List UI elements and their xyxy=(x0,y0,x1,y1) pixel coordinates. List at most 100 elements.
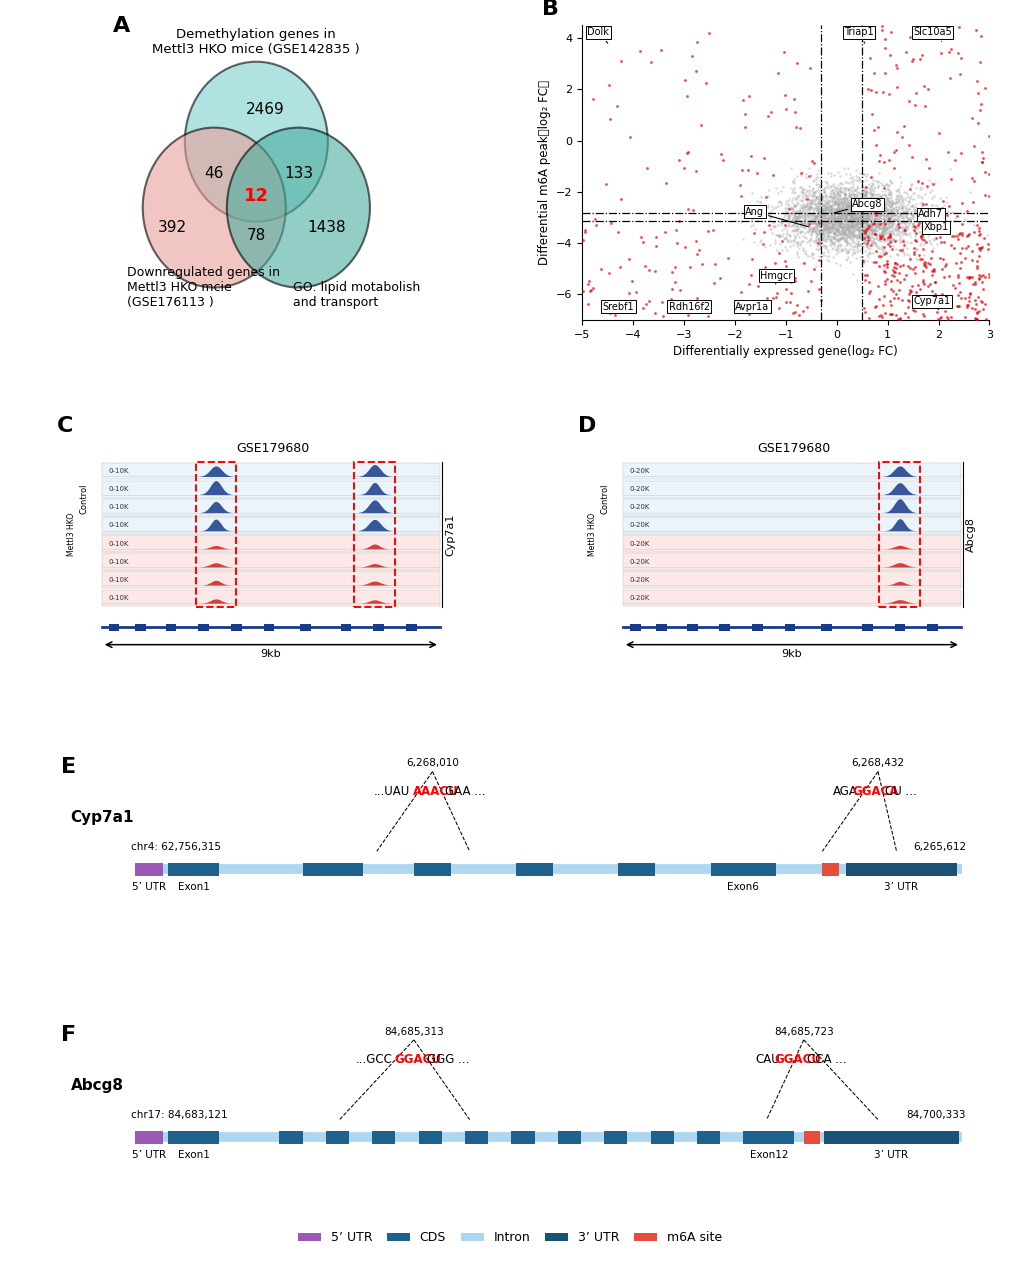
Point xyxy=(857,188,873,208)
Point xyxy=(808,204,824,225)
Point xyxy=(875,221,892,241)
Point xyxy=(835,201,851,221)
Point xyxy=(859,231,875,251)
Point xyxy=(777,223,794,244)
Point xyxy=(887,189,903,209)
Point xyxy=(832,193,848,213)
Point xyxy=(858,225,874,245)
Point xyxy=(770,226,787,246)
Point xyxy=(841,207,857,227)
Point xyxy=(826,207,843,227)
Point xyxy=(846,209,862,230)
Point xyxy=(868,197,884,217)
Point xyxy=(699,293,715,313)
Point xyxy=(815,194,832,215)
Point xyxy=(898,184,914,204)
Point xyxy=(845,209,861,230)
Point xyxy=(874,153,891,173)
Point xyxy=(872,186,889,206)
Point xyxy=(858,218,874,239)
Point xyxy=(883,196,900,216)
Point xyxy=(666,273,683,293)
Point xyxy=(812,251,828,271)
Point xyxy=(897,198,913,218)
Point xyxy=(818,197,835,217)
Point xyxy=(801,235,817,255)
Point xyxy=(816,198,833,218)
Point xyxy=(783,193,799,213)
Point xyxy=(819,194,836,215)
Point xyxy=(882,230,899,250)
Text: 12: 12 xyxy=(244,187,269,206)
Point xyxy=(851,215,867,235)
Point xyxy=(851,187,867,207)
Point xyxy=(803,193,819,213)
Point xyxy=(830,216,847,236)
Point xyxy=(856,186,872,206)
Point xyxy=(812,193,828,213)
Point xyxy=(842,213,858,233)
Point xyxy=(873,221,890,241)
Point xyxy=(770,244,787,264)
Point xyxy=(866,202,882,222)
Point xyxy=(853,247,869,268)
Point xyxy=(877,191,894,211)
Point xyxy=(888,257,904,278)
Point xyxy=(815,209,832,230)
Point xyxy=(915,217,931,237)
Point xyxy=(899,297,915,317)
Point xyxy=(871,201,888,221)
Point xyxy=(845,203,861,223)
Point xyxy=(804,244,820,264)
Point xyxy=(896,212,912,232)
Point xyxy=(870,193,887,213)
Point xyxy=(807,216,823,236)
Point xyxy=(870,192,887,212)
Point xyxy=(883,221,900,241)
Point xyxy=(783,198,799,218)
Point xyxy=(788,207,804,227)
Point xyxy=(830,208,847,228)
Point xyxy=(834,203,850,223)
Point xyxy=(767,286,784,307)
Point xyxy=(827,208,844,228)
Point xyxy=(832,199,848,220)
Point xyxy=(873,182,890,202)
Point xyxy=(834,197,850,217)
Point xyxy=(814,206,830,226)
Point xyxy=(880,215,897,235)
Point xyxy=(911,209,927,230)
Point xyxy=(785,211,801,231)
Bar xyxy=(102,589,439,606)
Point xyxy=(903,175,919,196)
Point xyxy=(799,180,815,201)
Point xyxy=(791,204,807,225)
Point xyxy=(856,213,872,233)
Point xyxy=(642,52,658,72)
Point xyxy=(911,212,927,232)
Point xyxy=(822,217,839,237)
Point xyxy=(859,227,875,247)
Point xyxy=(900,207,916,227)
Point xyxy=(743,183,759,203)
Point xyxy=(855,191,871,211)
Point xyxy=(787,187,803,207)
Point xyxy=(861,281,877,302)
Point xyxy=(873,213,890,233)
Point xyxy=(918,275,934,295)
Point xyxy=(860,216,876,236)
Point xyxy=(790,232,806,252)
Point xyxy=(974,148,990,168)
Point xyxy=(806,211,822,231)
Point xyxy=(857,216,873,236)
Point xyxy=(877,206,894,226)
Point xyxy=(793,191,809,211)
Point xyxy=(843,211,859,231)
Point xyxy=(794,201,810,221)
Point xyxy=(839,178,855,198)
Point xyxy=(845,194,861,215)
Point xyxy=(857,192,873,212)
Point xyxy=(815,203,832,223)
Point xyxy=(828,196,845,216)
Point xyxy=(911,49,927,69)
